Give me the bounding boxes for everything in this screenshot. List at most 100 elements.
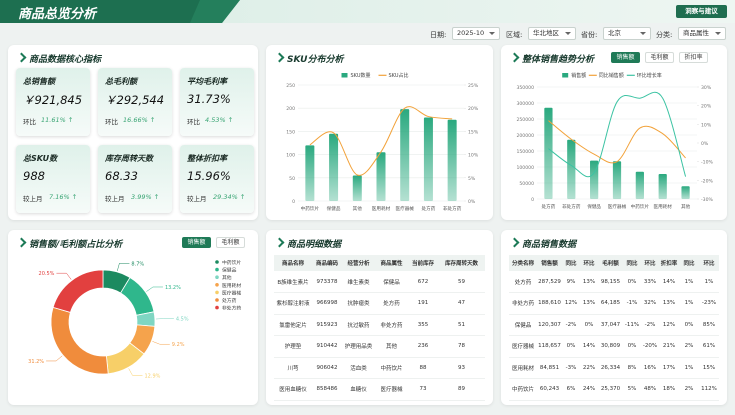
tab[interactable]: 销售额 <box>182 237 211 248</box>
kpi-card: 总毛利额 ￥292,544 环比 16.66% ↑ <box>98 68 172 136</box>
leader-line <box>56 272 72 280</box>
x-tick-label: 医疗器械 <box>608 203 627 210</box>
filter-select[interactable]: 2025-10 <box>452 27 500 40</box>
kpi-change: 11.61% ↑ <box>41 116 74 124</box>
column-header: 库存周转天数 <box>438 255 485 271</box>
table-cell: 672 <box>408 271 438 293</box>
legend-label: 中药饮片 <box>222 259 241 266</box>
trend-panel: 整体销售趋势分析 0 50000 100000 150000 200000 250000 30… <box>501 45 727 220</box>
table-cell: 85% <box>699 314 719 336</box>
kpi-change: 7.16% ↑ <box>49 193 78 201</box>
y-tick-label: 250 <box>286 83 295 89</box>
table-cell: 维生素类 <box>342 271 375 293</box>
y2-tick-label: 15% <box>468 129 479 135</box>
x-tick-label: 处方药 <box>422 205 436 212</box>
table-row: 医用血糖仪 858486 血糖仪 医疗器械 73 89 <box>274 378 485 401</box>
tab[interactable]: 销售额 <box>611 52 640 63</box>
kpi-label: 整体折扣率 <box>187 154 227 163</box>
slice-label: 8.7% <box>131 261 144 267</box>
bar <box>400 109 410 201</box>
table-cell: 26,334 <box>598 357 623 379</box>
y2-tick-label: -20% <box>701 178 714 184</box>
y2-tick-label: 10% <box>701 122 712 128</box>
table-cell: 13% <box>659 292 679 315</box>
table-cell: 0% <box>623 335 641 358</box>
legend-swatch <box>215 283 219 287</box>
header-shape <box>0 0 240 23</box>
table-cell: 98,155 <box>598 271 623 293</box>
table-cell: -23% <box>699 292 719 315</box>
kpi-change: 4.53% ↑ <box>205 116 234 124</box>
header-row: 分类名称 销售额 同比 环比 毛利额 同比 环比 折扣率 同比 环比 <box>509 255 719 271</box>
kpi-card: 库存周转天数 68.33 较上月 3.99% ↑ <box>98 145 172 213</box>
column-header: 环比 <box>699 255 719 271</box>
filter-select[interactable]: 华北地区 <box>528 27 576 40</box>
table-cell: B族维生素片 <box>274 271 312 293</box>
table-cell: 59 <box>438 271 485 293</box>
filter-label: 分类: <box>656 31 673 39</box>
insight-button[interactable]: 洞察与建议 <box>676 5 727 18</box>
column-header: 同比 <box>679 255 699 271</box>
filter-label: 省份: <box>581 31 598 39</box>
column-header: 同比 <box>562 255 580 271</box>
table-cell: 1% <box>679 271 699 293</box>
legend-swatch <box>215 298 219 302</box>
table-cell: 中药饮片 <box>509 378 537 401</box>
table-cell: 5% <box>623 378 641 401</box>
column-header: 同比 <box>623 255 641 271</box>
sales-panel: 商品销售数据分类名称 销售额 同比 环比 毛利额 同比 环比 折扣率 同比 环比 处方药 287,52… <box>501 230 727 405</box>
y-tick-label: 50 <box>289 176 295 182</box>
panel-title: 商品销售数据 <box>511 237 576 250</box>
table-cell: 医用血糖仪 <box>274 378 312 401</box>
kpi-value: 988 <box>23 169 45 183</box>
kpi-value: 15.96% <box>187 169 231 183</box>
filter-select[interactable]: 商品属性 <box>678 27 726 40</box>
legend-swatch <box>215 290 219 295</box>
tab[interactable]: 毛利额 <box>645 52 674 63</box>
table-cell: 25,370 <box>598 378 623 401</box>
table-cell: 966998 <box>312 292 342 315</box>
kpi-change: 3.99% ↑ <box>131 193 160 201</box>
data-table: 分类名称 销售额 同比 环比 毛利额 同比 环比 折扣率 同比 环比 处方药 287,529 9% 13%… <box>509 255 719 401</box>
table-cell: 64,185 <box>598 292 623 315</box>
table-cell: 21% <box>659 335 679 358</box>
bar <box>423 117 433 201</box>
bar <box>329 133 339 201</box>
table-row: 处方药 287,529 9% 13% 98,155 0% 33% 14% 1% 1% <box>509 271 719 293</box>
slice-label: 13.2% <box>165 285 181 291</box>
filter-select[interactable]: 北京 <box>603 27 651 40</box>
column-header: 环比 <box>641 255 659 271</box>
legend-label: 保健品 <box>222 267 237 274</box>
table-cell: 89 <box>438 378 485 401</box>
kpi-change-label: 较上月 <box>187 195 207 203</box>
tab[interactable]: 折扣率 <box>679 52 708 63</box>
kpi-panel: 商品数据核心指标 总销售额 ￥921,845 环比 11.61% ↑ 总毛利额 ￥292,5… <box>8 45 258 220</box>
y-tick-label: 100000 <box>516 165 534 171</box>
table-cell: 医用耗材 <box>509 357 537 379</box>
leader-line <box>146 286 163 292</box>
table-cell: 护理垫 <box>274 335 312 358</box>
table-cell: 14% <box>659 271 679 293</box>
table-cell: 8% <box>623 357 641 379</box>
table-cell: 川芎 <box>274 357 312 379</box>
table-cell: -3% <box>562 357 580 379</box>
x-tick-label: 医疗器械 <box>396 205 415 212</box>
kpi-card: 总销售额 ￥921,845 环比 11.61% ↑ <box>16 68 90 136</box>
tab[interactable]: 毛利额 <box>216 237 245 248</box>
table-cell: 紫杉醇注射液 <box>274 292 312 315</box>
table-cell: -2% <box>562 314 580 336</box>
table-cell: 抗肿瘤类 <box>342 292 375 315</box>
table-cell: 78 <box>438 335 485 358</box>
y2-tick-label: 20% <box>468 106 479 112</box>
y2-tick-label: 10% <box>468 153 479 159</box>
table-cell: 0% <box>562 335 580 358</box>
legend-label: 环比增长率 <box>637 72 662 79</box>
table-row: 非处方药 188,610 12% 13% 64,185 -1% 32% 13% 1% -23% <box>509 292 719 315</box>
y-tick-label: 100 <box>286 153 295 159</box>
table-cell: 其他 <box>375 335 408 358</box>
table-cell: 1% <box>679 292 699 315</box>
line <box>548 91 687 178</box>
kpi-change: 16.66% ↑ <box>123 116 156 124</box>
bar <box>612 161 622 199</box>
slice-label: 31.2% <box>28 359 44 365</box>
